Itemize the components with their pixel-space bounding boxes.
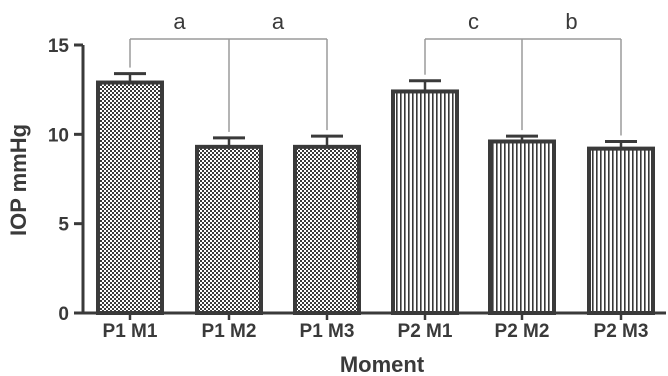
- x-tick-label: P1 M2: [202, 321, 257, 342]
- significance-label: b: [565, 9, 577, 34]
- x-tick-label: P2 M2: [495, 321, 550, 342]
- bar: [391, 89, 459, 315]
- y-axis-title: IOP mmHg: [6, 124, 31, 236]
- y-tick-label: 0: [58, 304, 69, 325]
- bar: [293, 144, 361, 315]
- axes: 0 5 10 15 P1 M1 P1 M2 P1 M3 P2 M1 P2 M2 P2 M3: [48, 36, 666, 342]
- bar: [488, 139, 556, 315]
- significance-label: a: [173, 9, 186, 34]
- y-tick-label: 10: [48, 125, 69, 146]
- x-axis-title: Moment: [340, 352, 425, 376]
- bar: [195, 144, 263, 315]
- bar: [587, 146, 655, 315]
- x-tick-label: P2 M3: [594, 321, 649, 342]
- significance-label: a: [272, 9, 285, 34]
- significance-label: c: [468, 9, 479, 34]
- y-tick-label: 15: [48, 36, 70, 57]
- bar: [96, 80, 164, 315]
- x-tick-label: P1 M3: [300, 321, 355, 342]
- bars: [96, 72, 655, 315]
- x-tick-label: P1 M1: [103, 321, 158, 342]
- x-tick-label: P2 M1: [398, 321, 453, 342]
- y-tick-label: 5: [58, 215, 69, 236]
